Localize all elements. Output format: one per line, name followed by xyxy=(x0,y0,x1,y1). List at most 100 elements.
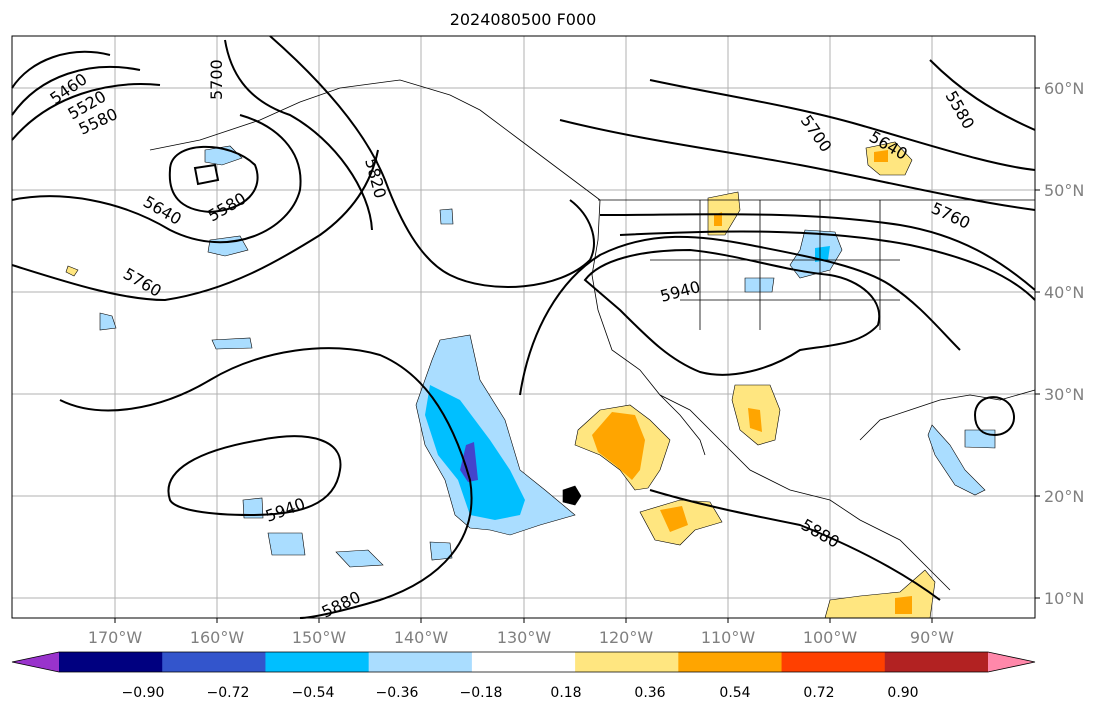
contour-label: 5820 xyxy=(361,156,390,200)
contour-labels: 5460 5520 5580 5700 5580 5640 5820 5760 … xyxy=(46,59,978,621)
colorbar-extend-min xyxy=(12,652,59,672)
cyan-anomaly-plains xyxy=(815,246,830,262)
lat-label: 20°N xyxy=(1044,487,1084,506)
colorbar-segment xyxy=(471,652,576,672)
blue-anomaly-small2 xyxy=(99,312,117,331)
yellow-anomaly-canada xyxy=(865,141,913,176)
gulf-coast xyxy=(859,389,1036,441)
contour-5460 xyxy=(11,50,111,89)
lon-label: 150°W xyxy=(292,628,347,647)
contour-5940-east xyxy=(583,248,881,376)
blue-anomaly-small1 xyxy=(429,541,453,561)
contour-low-center xyxy=(193,163,220,186)
contour-label: 5700 xyxy=(207,59,226,100)
contour-5580-west xyxy=(11,83,161,141)
height-contours xyxy=(11,35,1036,619)
contour-label: 5940 xyxy=(658,277,702,306)
orange-anomaly-mexico xyxy=(748,408,762,432)
contour-5880-south xyxy=(649,489,941,601)
blue-anomaly-gulf xyxy=(927,424,986,496)
lat-label: 60°N xyxy=(1044,79,1084,98)
orange-anomaly-south xyxy=(660,506,688,532)
contour-label: 5580 xyxy=(942,88,979,133)
yellow-anomaly-central-america xyxy=(824,569,936,619)
colorbar-tick-label: 0.18 xyxy=(550,685,581,701)
purple-anomaly-central xyxy=(460,442,478,482)
blue-anomaly-central xyxy=(415,334,576,536)
colorbar-tick-labels: −0.90 −0.72 −0.54 −0.36 −0.18 0.18 0.36 … xyxy=(122,685,919,701)
lon-label: 100°W xyxy=(803,628,858,647)
colorbar-tick-label: −0.54 xyxy=(292,685,335,701)
colorbar-segment xyxy=(265,652,370,672)
shaded-fields xyxy=(65,141,996,619)
colorbar-segment xyxy=(781,652,886,672)
contour-5640-ne xyxy=(649,79,1036,171)
contour-small-circle xyxy=(973,396,1015,437)
colorbar xyxy=(11,651,1036,673)
contour-label: 5760 xyxy=(928,198,973,232)
blue-anomaly-small4 xyxy=(744,277,775,293)
coastlines xyxy=(149,79,1036,591)
lat-label: 50°N xyxy=(1044,181,1084,200)
orange-anomaly-baja xyxy=(592,412,645,480)
yellow-anomaly-small xyxy=(65,265,79,277)
colorbar-tick-label: 0.54 xyxy=(719,685,750,701)
lon-label: 170°W xyxy=(88,628,143,647)
contour-5700-ne xyxy=(559,119,1036,211)
tick-marks xyxy=(114,87,1040,623)
contour-label: 5580 xyxy=(205,189,250,226)
colorbar-segment xyxy=(368,652,473,672)
black-blob xyxy=(562,485,582,506)
contour-5820-ne xyxy=(619,230,1036,301)
contour-label: 5880 xyxy=(798,515,843,552)
lat-label: 40°N xyxy=(1044,283,1084,302)
lon-label: 140°W xyxy=(394,628,449,647)
blue-anomaly-small5 xyxy=(439,208,454,225)
colorbar-tick-label: −0.18 xyxy=(460,685,503,701)
mexico-coast xyxy=(719,439,951,591)
contour-label: 5940 xyxy=(263,494,308,526)
blue-anomaly-small6 xyxy=(242,497,264,519)
contour-5580-low xyxy=(168,145,259,214)
lat-label: 10°N xyxy=(1044,589,1084,608)
contour-5640 xyxy=(11,114,302,244)
lon-label: 120°W xyxy=(599,628,654,647)
contour-5820 xyxy=(269,35,595,288)
orange-anomaly-central-america xyxy=(895,596,912,614)
colorbar-tick-label: −0.36 xyxy=(376,685,419,701)
colorbar-extend-max xyxy=(988,652,1035,672)
contour-5940-hawaii xyxy=(167,435,342,517)
colorbar-segment xyxy=(575,652,679,672)
contour-label: 5640 xyxy=(140,192,185,229)
contour-5880-main xyxy=(59,347,473,619)
blue-anomaly-hawaii2 xyxy=(335,549,384,568)
contour-5520 xyxy=(11,66,141,116)
contour-label: 5880 xyxy=(319,587,364,621)
colorbar-tick-label: 0.90 xyxy=(887,685,918,701)
lat-label: 30°N xyxy=(1044,385,1084,404)
colorbar-segment xyxy=(884,652,989,672)
alaska-coast xyxy=(149,79,601,201)
colorbar-tick-label: −0.90 xyxy=(122,685,165,701)
map-title: 2024080500 F000 xyxy=(449,10,597,29)
colorbar-outline xyxy=(11,651,1036,673)
lon-label: 160°W xyxy=(190,628,245,647)
lon-label: 90°W xyxy=(910,628,954,647)
contour-5580-ne xyxy=(929,59,1036,131)
colorbar-segment xyxy=(162,652,266,672)
baja-coast xyxy=(659,394,706,456)
blue-anomaly-gulf2 xyxy=(964,429,996,449)
contour-5700 xyxy=(224,39,373,231)
latitude-labels: 10°N 20°N 30°N 40°N 50°N 60°N xyxy=(1044,79,1084,608)
colorbar-tick-label: 0.72 xyxy=(803,685,834,701)
orange-anomaly-canada xyxy=(874,150,888,162)
state-borders xyxy=(650,200,900,330)
lon-label: 130°W xyxy=(497,628,552,647)
longitude-labels: 170°W 160°W 150°W 140°W 130°W 120°W 110°… xyxy=(88,628,954,647)
colorbar-segment xyxy=(678,652,783,672)
orange-anomaly-montana xyxy=(714,212,722,226)
colorbar-segment xyxy=(59,652,163,672)
colorbar-tick-label: −0.72 xyxy=(207,685,250,701)
colorbar-tick-label: 0.36 xyxy=(634,685,665,701)
